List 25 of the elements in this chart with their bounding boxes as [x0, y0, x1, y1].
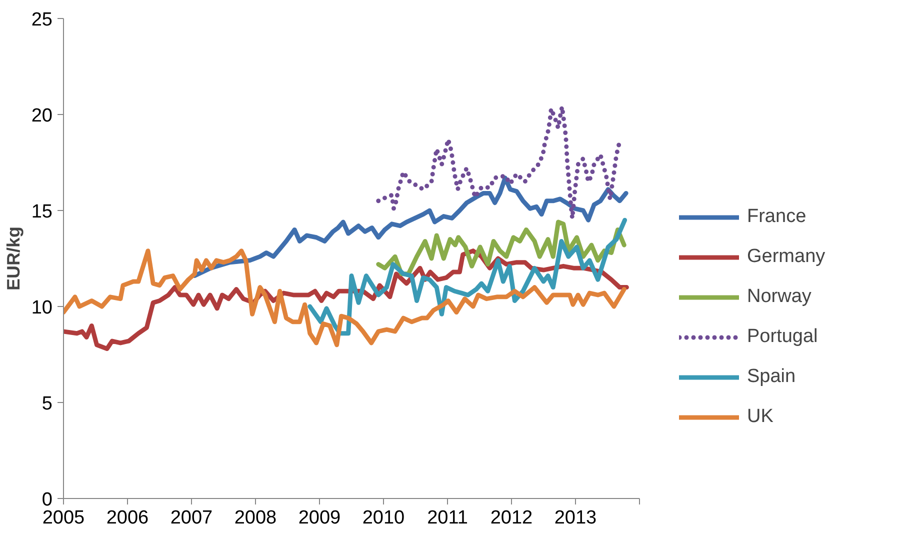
x-tick-label: 2009: [298, 508, 341, 528]
y-tick-label: 10: [31, 298, 53, 318]
line-series: [376, 220, 626, 276]
legend-label: Germany: [747, 246, 826, 268]
y-axis-title: EUR/kg: [3, 226, 24, 291]
y-tick-label: 20: [31, 106, 53, 126]
x-tick-label: 2007: [170, 508, 213, 528]
legend-label: Portugal: [747, 326, 818, 348]
y-tick-label: 0: [42, 490, 53, 510]
y-tick-label: 25: [31, 10, 53, 30]
legend-label: France: [747, 206, 806, 228]
x-tick-label: 2012: [490, 508, 533, 528]
y-tick-label: 15: [31, 202, 53, 222]
x-tick-label: 2013: [554, 508, 597, 528]
x-tick-label: 2005: [42, 508, 85, 528]
line-series: [192, 176, 628, 278]
y-tick-label: 5: [42, 394, 53, 414]
legend-label: Spain: [747, 366, 796, 388]
line-series: [308, 218, 628, 336]
legend-label: Norway: [747, 286, 812, 308]
x-tick-label: 2011: [427, 508, 468, 528]
x-tick-label: 2006: [106, 508, 149, 528]
x-tick-label: 2008: [234, 508, 277, 528]
legend-label: UK: [747, 406, 774, 428]
x-tick-label: 2010: [362, 508, 405, 528]
